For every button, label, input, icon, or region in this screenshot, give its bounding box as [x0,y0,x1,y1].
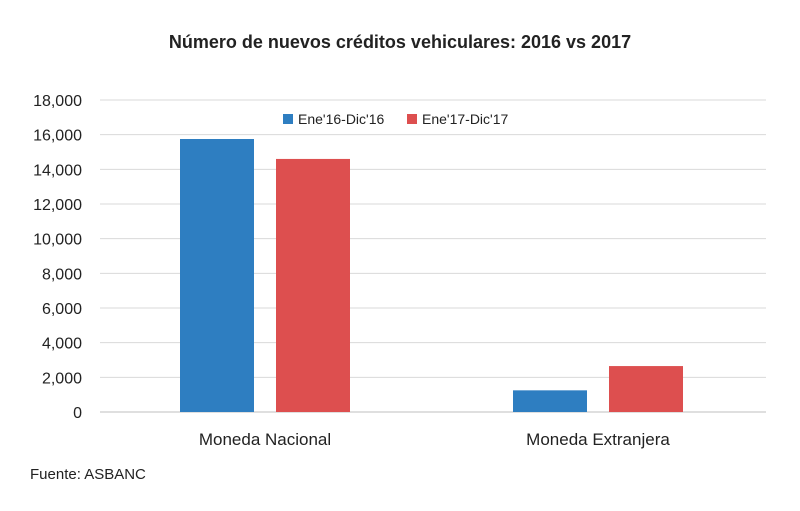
y-tick-label: 8,000 [42,266,82,283]
bars [180,139,683,412]
x-axis-categories: Moneda Nacional Moneda Extranjera [199,430,671,449]
bar-series2-extranjera [609,366,683,412]
bar-series1-extranjera [513,390,587,412]
y-tick-label: 4,000 [42,336,82,353]
y-tick-label: 0 [73,405,82,422]
source-note: Fuente: ASBANC [30,466,146,483]
y-tick-label: 2,000 [42,370,82,387]
y-tick-label: 12,000 [33,197,82,214]
bar-series2-nacional [276,158,350,412]
bar-series1-nacional [180,139,254,412]
legend-label: Ene'16-Dic'16 [298,111,384,127]
y-tick-label: 18,000 [33,93,82,110]
chart-title: Número de nuevos créditos vehiculares: 2… [169,32,631,52]
legend-swatch [283,114,293,124]
legend: Ene'16-Dic'16 Ene'17-Dic'17 [283,111,508,127]
legend-swatch [407,114,417,124]
x-category-label: Moneda Nacional [199,430,331,449]
y-tick-label: 6,000 [42,301,82,318]
y-tick-label: 14,000 [33,162,82,179]
y-axis-ticks: 0 2,000 4,000 6,000 8,000 10,000 12,000 14,000 1… [33,93,82,422]
x-category-label: Moneda Extranjera [526,430,670,449]
y-tick-label: 16,000 [33,128,82,145]
y-tick-label: 10,000 [33,232,82,249]
legend-label: Ene'17-Dic'17 [422,111,508,127]
